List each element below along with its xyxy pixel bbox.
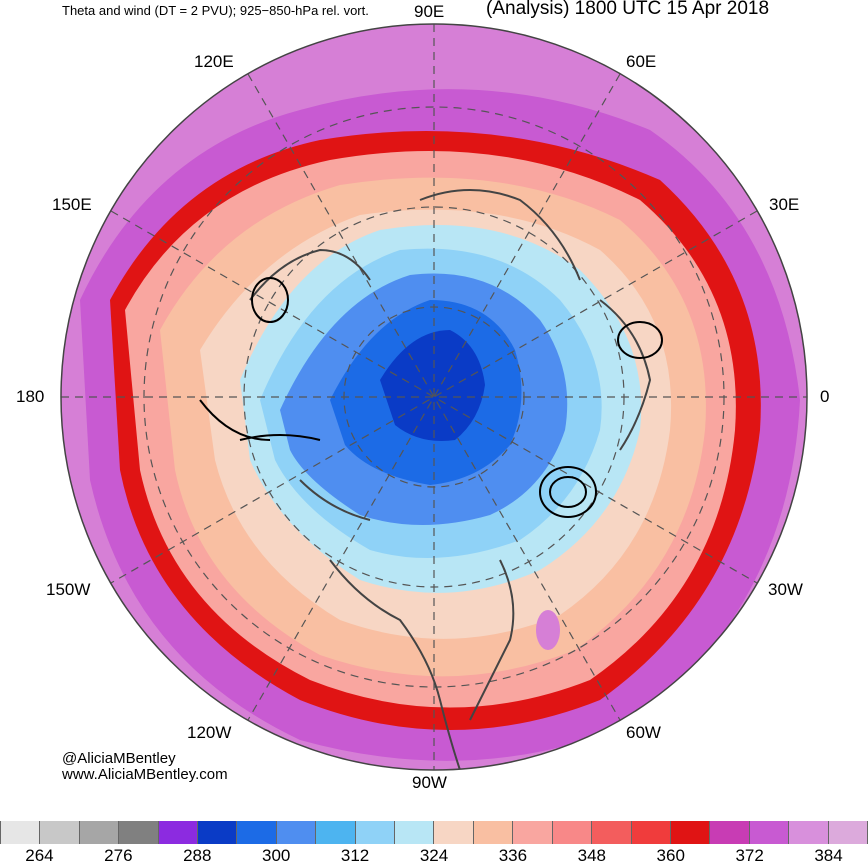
colorbar-swatch xyxy=(828,821,868,844)
colorbar-swatch xyxy=(316,821,356,844)
colorbar-tick-label: 384 xyxy=(814,846,843,865)
lon-label-90w: 90W xyxy=(412,773,447,792)
lon-label-30w: 30W xyxy=(768,580,803,599)
colorbar-tick-label: 264 xyxy=(25,846,54,865)
credit-website: www.AliciaMBentley.com xyxy=(62,766,228,783)
lon-label-90e: 90E xyxy=(414,2,445,21)
colorbar-swatch xyxy=(198,821,238,844)
colorbar-swatch xyxy=(670,821,711,844)
colorbar-swatch xyxy=(40,821,80,844)
colorbar-swatch xyxy=(473,821,514,844)
colorbar xyxy=(0,821,868,844)
chart-title-right: (Analysis) 1800 UTC 15 Apr 2018 xyxy=(486,0,770,19)
colorbar-tick-label: 336 xyxy=(498,846,528,865)
colorbar-tick-label: 348 xyxy=(577,846,606,865)
colorbar-swatch xyxy=(355,821,396,844)
colorbar-swatch xyxy=(395,821,435,844)
lon-label-150w: 150W xyxy=(46,580,91,599)
credit-handle: @AliciaMBentley xyxy=(62,750,176,767)
colorbar-swatch xyxy=(513,821,553,844)
polar-map xyxy=(60,23,808,771)
colorbar-swatch xyxy=(631,821,671,844)
colorbar-tick-label: 360 xyxy=(656,846,685,865)
colorbar-swatch xyxy=(592,821,632,844)
coastline xyxy=(249,189,652,770)
lon-label-120w: 120W xyxy=(187,723,232,742)
colorbar-swatch xyxy=(119,821,159,844)
lon-label-120e: 120E xyxy=(194,52,234,71)
lon-label-150e: 150E xyxy=(52,195,92,214)
colorbar-swatch xyxy=(434,821,474,844)
theta-field xyxy=(61,24,807,770)
colorbar-swatch xyxy=(158,821,199,844)
colorbar-tick-label: 372 xyxy=(735,846,764,865)
colorbar-tick-label: 312 xyxy=(340,846,370,865)
vorticity-contours xyxy=(199,277,663,518)
colorbar-swatch xyxy=(552,821,593,844)
chart-title-left: Theta and wind (DT = 2 PVU); 925−850-hPa… xyxy=(62,3,369,18)
colorbar-swatch xyxy=(237,821,277,844)
colorbar-swatch xyxy=(749,821,790,844)
lon-label-60w: 60W xyxy=(626,723,661,742)
map-border xyxy=(60,23,808,771)
colorbar-swatch xyxy=(710,821,750,844)
colorbar-tick-label: 324 xyxy=(419,846,449,865)
colorbar-swatch xyxy=(79,821,120,844)
colorbar-swatch xyxy=(276,821,317,844)
colorbar-tick-label: 300 xyxy=(261,846,291,865)
colorbar-swatch xyxy=(789,821,829,844)
colorbar-swatch xyxy=(0,821,41,844)
colorbar-tick-label: 288 xyxy=(183,846,212,865)
lon-label-60e: 60E xyxy=(626,52,657,71)
colorbar-tick-label: 276 xyxy=(104,846,133,865)
lon-label-180: 180 xyxy=(16,387,45,406)
lon-label-0: 0 xyxy=(820,387,830,406)
lon-label-30e: 30E xyxy=(769,195,800,214)
